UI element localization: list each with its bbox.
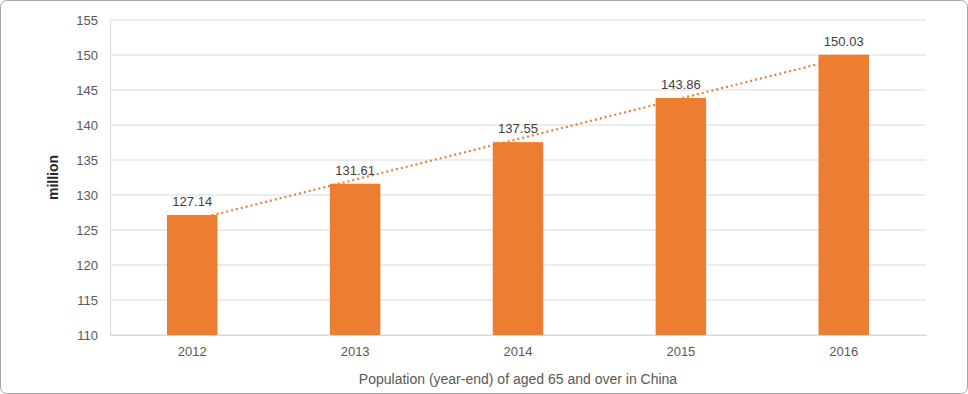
x-axis: 2012 2013 2014 2015 2016 (111, 335, 927, 359)
grid-line (110, 90, 926, 91)
grid-line (110, 55, 926, 56)
x-tick: 2015 (666, 335, 695, 359)
x-tick: 2016 (829, 335, 858, 359)
bar (819, 55, 869, 335)
y-tick-label: 145 (76, 83, 98, 98)
y-tick: 115 (77, 293, 110, 308)
bar (656, 98, 706, 335)
y-tick-label: 110 (77, 328, 98, 343)
bar (330, 184, 380, 335)
x-axis-line (111, 335, 927, 336)
x-tick-label: 2016 (829, 344, 858, 359)
y-tick-label: 140 (76, 118, 98, 133)
x-tick-label: 2012 (178, 344, 207, 359)
y-tick: 130 (76, 188, 110, 203)
y-axis-title: million (45, 155, 61, 200)
x-tick-label: 2013 (341, 344, 370, 359)
data-label: 143.86 (661, 77, 701, 92)
x-tick-label: 2014 (504, 344, 533, 359)
x-tick: 2013 (341, 335, 370, 359)
y-tick: 135 (76, 153, 110, 168)
y-tick-label: 135 (76, 153, 98, 168)
y-tick-label: 115 (77, 293, 98, 308)
data-labels: 127.14 131.61 137.55 143.86 150.03 (172, 34, 863, 209)
line (192, 58, 843, 220)
y-tick: 140 (76, 118, 110, 133)
y-axis: 110 115 120 125 130 135 140 145 150 155 (76, 13, 110, 343)
bar (493, 142, 543, 335)
grid (110, 20, 926, 335)
bar (167, 215, 217, 335)
x-tick-label: 2015 (666, 344, 695, 359)
data-label: 127.14 (172, 194, 212, 209)
y-tick-label: 155 (76, 13, 98, 28)
y-tick-label: 150 (76, 48, 98, 63)
y-tick: 110 (77, 328, 110, 343)
data-label: 150.03 (824, 34, 864, 49)
data-label: 131.61 (335, 163, 375, 178)
marks (167, 55, 869, 335)
y-axis-line (110, 21, 111, 336)
x-tick: 2014 (504, 335, 533, 359)
frame (1, 1, 968, 394)
y-tick-label: 130 (76, 188, 98, 203)
y-tick: 150 (76, 48, 110, 63)
y-tick-label: 125 (76, 223, 98, 238)
data-label: 137.55 (498, 121, 538, 136)
y-tick: 155 (76, 13, 110, 28)
x-axis-title: Population (year-end) of aged 65 and ove… (359, 371, 678, 387)
grid-line (110, 20, 926, 21)
y-tick: 125 (76, 223, 110, 238)
y-tick-label: 120 (76, 258, 98, 273)
y-tick: 145 (76, 83, 110, 98)
y-tick: 120 (76, 258, 110, 273)
x-tick: 2012 (178, 335, 207, 359)
chart: 1101151201251301351401451501552012201320… (0, 0, 968, 394)
plot: 1101151201251301351401451501552012201320… (76, 13, 926, 360)
